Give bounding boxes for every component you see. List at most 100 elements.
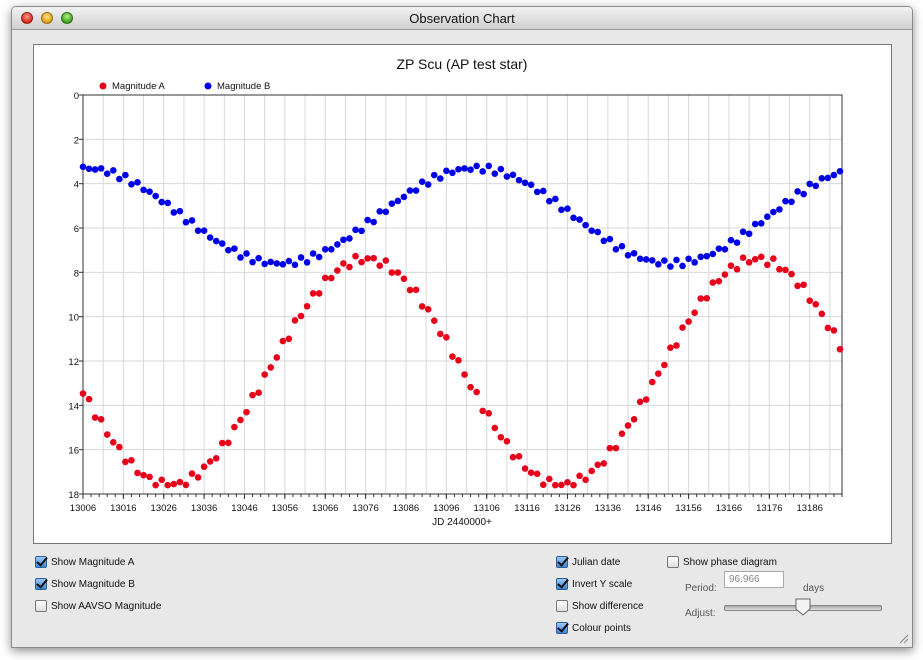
magnitude-a-point — [303, 302, 311, 310]
x-tick-label: 13036 — [191, 503, 217, 514]
magnitude-a-point — [97, 415, 105, 423]
magnitude-b-point — [200, 227, 208, 234]
checkbox-label: Show difference — [572, 600, 644, 612]
adjust-label: Adjust: — [685, 608, 716, 619]
x-tick-label: 13116 — [514, 503, 540, 514]
minimize-button[interactable] — [41, 12, 53, 24]
show-magnitude-a-checkbox[interactable]: Show Magnitude A — [35, 556, 134, 568]
y-tick-label: 18 — [68, 490, 79, 501]
magnitude-b-point — [824, 174, 832, 182]
period-label: Period: — [685, 583, 717, 594]
magnitude-b-point — [376, 208, 384, 215]
magnitude-b-point — [309, 250, 317, 257]
invert-y-scale-checkbox[interactable]: Invert Y scale — [556, 578, 632, 590]
julian-date-checkbox[interactable]: Julian date — [556, 556, 620, 568]
plot-area-border — [82, 94, 843, 495]
legend-marker-a — [99, 82, 107, 90]
magnitude-b-point — [327, 245, 335, 253]
magnitude-b-point — [116, 175, 123, 183]
magnitude-a-point — [200, 463, 208, 471]
magnitude-a-point — [800, 281, 807, 289]
magnitude-a-point — [727, 262, 735, 269]
magnitude-b-point — [346, 235, 353, 242]
magnitude-a-point — [818, 310, 826, 318]
zoom-button[interactable] — [61, 12, 73, 24]
magnitude-b-point — [667, 263, 674, 270]
magnitude-b-point — [225, 246, 232, 254]
magnitude-a-point — [479, 407, 486, 415]
magnitude-b-point — [558, 206, 565, 214]
magnitude-a-point — [212, 455, 220, 462]
magnitude-a-point — [430, 317, 438, 324]
magnitude-a-point — [91, 414, 99, 421]
magnitude-a-point — [600, 460, 608, 467]
magnitude-b-point — [122, 171, 129, 179]
magnitude-a-point — [376, 262, 384, 269]
magnitude-b-point — [352, 226, 359, 234]
x-tick-label: 13146 — [635, 503, 661, 514]
magnitude-b-point — [158, 198, 166, 206]
x-tick-label: 13186 — [796, 503, 822, 514]
magnitude-a-point — [806, 297, 814, 305]
magnitude-b-point — [806, 180, 814, 188]
magnitude-a-point — [152, 481, 159, 489]
colour-points-checkbox[interactable]: Colour points — [556, 622, 631, 634]
magnitude-b-point — [685, 255, 692, 263]
title-bar[interactable]: Observation Chart — [12, 7, 912, 30]
magnitude-b-point — [388, 200, 396, 207]
magnitude-a-point — [776, 265, 783, 273]
magnitude-a-point — [128, 457, 135, 464]
magnitude-b-point — [618, 242, 626, 250]
magnitude-b-point — [249, 258, 256, 266]
magnitude-b-point — [364, 216, 371, 224]
magnitude-b-point — [612, 245, 620, 253]
magnitude-a-point — [691, 309, 698, 316]
magnitude-b-point — [527, 181, 535, 189]
magnitude-a-point — [146, 473, 153, 481]
magnitude-a-point — [794, 282, 801, 290]
magnitude-a-point — [606, 444, 614, 452]
observation-chart-window: Observation Chart 0 2 4 6 8 10 12 14 16 18 13006 13… — [11, 6, 913, 648]
magnitude-b-point — [539, 187, 547, 195]
show-magnitude-b-checkbox[interactable]: Show Magnitude B — [35, 578, 135, 590]
magnitude-a-point — [594, 461, 602, 469]
magnitude-a-point — [564, 478, 571, 486]
magnitude-a-point — [546, 475, 553, 483]
show-aavso-magnitude-checkbox[interactable]: Show AAVSO Magnitude — [35, 600, 161, 612]
magnitude-a-point — [79, 390, 87, 397]
chart-panel: 0 2 4 6 8 10 12 14 16 18 13006 13016 13026 13036 13046… — [33, 44, 892, 544]
show-phase-diagram-checkbox[interactable]: Show phase diagram — [667, 556, 777, 568]
period-input[interactable] — [724, 571, 784, 588]
magnitude-b-point — [273, 260, 281, 267]
magnitude-b-point — [321, 245, 329, 253]
magnitude-a-point — [134, 469, 141, 477]
magnitude-b-point — [340, 236, 347, 244]
magnitude-b-point — [449, 169, 456, 177]
adjust-slider-thumb[interactable] — [795, 598, 811, 616]
checkbox-label: Show Magnitude A — [51, 556, 135, 568]
magnitude-a-point — [539, 481, 547, 488]
magnitude-b-point — [436, 175, 444, 182]
checkbox-box — [556, 622, 568, 634]
show-difference-checkbox[interactable]: Show difference — [556, 600, 644, 612]
magnitude-b-point — [691, 259, 698, 266]
magnitude-b-point — [400, 193, 408, 201]
magnitude-a-point — [279, 337, 287, 345]
magnitude-b-point — [182, 218, 190, 226]
magnitude-b-point — [546, 197, 553, 205]
magnitude-a-point — [109, 439, 117, 446]
magnitude-a-point — [394, 269, 402, 276]
magnitude-b-point — [673, 256, 680, 264]
magnitude-a-point — [436, 330, 444, 338]
x-tick-label: 13096 — [433, 503, 459, 514]
magnitude-b-point — [473, 162, 480, 170]
magnitude-a-point — [449, 353, 456, 360]
magnitude-b-point — [697, 253, 704, 261]
magnitude-a-point — [424, 306, 432, 313]
magnitude-b-point — [237, 254, 244, 261]
close-button[interactable] — [21, 12, 33, 24]
magnitude-b-point — [624, 251, 632, 259]
resize-grip-icon[interactable] — [897, 632, 909, 644]
magnitude-a-point — [503, 437, 511, 445]
magnitude-b-point — [267, 258, 275, 266]
